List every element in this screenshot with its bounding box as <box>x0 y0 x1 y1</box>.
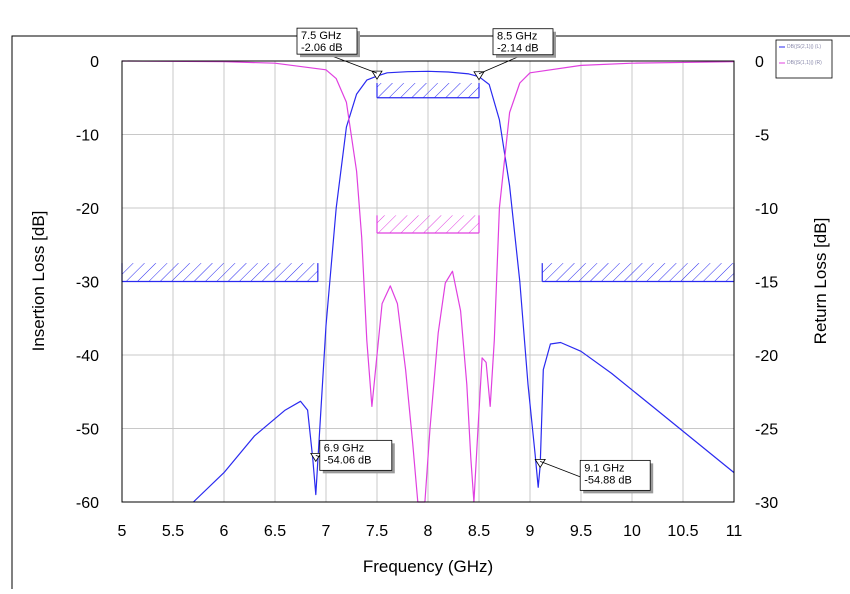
series-lines <box>121 60 735 503</box>
x-tick-label: 7 <box>322 523 331 540</box>
x-tick-label: 10 <box>623 523 641 540</box>
marker-frequency-label: 8.5 GHz <box>497 31 537 43</box>
y-right-axis-label: Return Loss [dB] <box>811 218 830 345</box>
legend-box <box>775 39 833 79</box>
y-right-tick-label: -20 <box>755 348 778 365</box>
x-tick-label: 10.5 <box>667 523 698 540</box>
marker-value-label: -2.06 dB <box>301 42 343 54</box>
marker-frequency-label: 7.5 GHz <box>301 30 341 42</box>
spec-region-hatch <box>377 215 479 233</box>
x-axis-label: Frequency (GHz) <box>363 557 493 576</box>
legend: DB(|S(2,1)|) (L) DB(|S(1,1)|) (R) <box>775 39 833 79</box>
x-tick-label: 6.5 <box>264 523 286 540</box>
y-left-tick-label: -30 <box>76 275 99 292</box>
spec-region-hatch <box>377 83 479 98</box>
marker-label-box <box>492 28 554 56</box>
y-left-tick-label: -10 <box>76 128 99 145</box>
y-right-tick-label: -15 <box>755 275 778 292</box>
marker-triangle <box>534 458 546 469</box>
marker-label-box <box>319 439 393 471</box>
x-tick-label: 7.5 <box>366 523 388 540</box>
spec-region-hatch <box>542 263 734 282</box>
marker-label-box <box>579 459 651 491</box>
legend-entry-s21: DB(|S(2,1)|) (L) <box>787 44 821 50</box>
x-tick-label: 5.5 <box>162 523 184 540</box>
y-left-tick-label: -60 <box>76 495 99 512</box>
x-tick-label: 9 <box>526 523 535 540</box>
y-left-tick-label: -20 <box>76 201 99 218</box>
y-right-tick-label: -25 <box>755 422 778 439</box>
marker-leader-line <box>326 53 378 74</box>
outer-frame <box>11 35 850 594</box>
marker-triangle <box>371 70 383 80</box>
x-tick-label: 8 <box>424 523 433 540</box>
marker-label-box <box>296 27 358 55</box>
y-left-axis-label: Insertion Loss [dB] <box>29 211 48 352</box>
marker-value-label: -54.06 dB <box>324 454 372 466</box>
marker-triangle <box>473 71 485 81</box>
marker-frequency-label: 9.1 GHz <box>584 462 624 474</box>
y-right-tick-label: -10 <box>755 201 778 218</box>
y-right-tick-label: 0 <box>755 54 764 71</box>
marker-value-label: -54.88 dB <box>584 474 632 486</box>
series-line-s21 <box>192 70 735 503</box>
y-right-tick-label: -30 <box>755 495 778 512</box>
x-tick-label: 8.5 <box>468 523 490 540</box>
y-right-tick-label: -5 <box>755 128 769 145</box>
marker-leader-line <box>478 54 524 75</box>
x-tick-label: 11 <box>726 523 743 540</box>
markers: 7.5 GHz-2.06 dB8.5 GHz-2.14 dB6.9 GHz-54… <box>296 27 654 494</box>
x-tick-label: 9.5 <box>570 523 592 540</box>
x-tick-label: 6 <box>220 523 229 540</box>
x-tick-labels: 5 5.5 6 6.5 7 7.5 8 8.5 9 9.5 10 10.5 11 <box>118 523 743 540</box>
y-left-tick-label: -50 <box>76 422 99 439</box>
marker-value-label: -2.14 dB <box>497 43 539 55</box>
legend-entry-s11: DB(|S(1,1)|) (R) <box>787 60 822 66</box>
y-left-tick-label: -40 <box>76 348 99 365</box>
y-left-tick-labels: 0 -10 -20 -30 -40 -50 -60 <box>76 54 99 512</box>
y-left-tick-label: 0 <box>90 54 99 71</box>
x-tick-label: 5 <box>118 523 127 540</box>
series-line-s11 <box>121 60 735 503</box>
spec-region-hatch <box>122 263 318 282</box>
plot-border <box>121 60 735 503</box>
y-right-tick-labels: 0 -5 -10 -15 -20 -25 -30 <box>755 54 778 512</box>
marker-frequency-label: 6.9 GHz <box>324 442 364 454</box>
marker-triangle <box>310 452 322 463</box>
